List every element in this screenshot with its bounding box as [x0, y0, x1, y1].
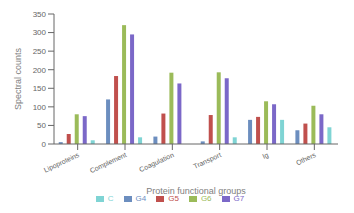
svg-text:Spectral counts: Spectral counts [13, 47, 23, 110]
svg-text:50: 50 [37, 121, 46, 130]
html-text:C: C [107, 194, 114, 203]
svg-text:Others: Others [295, 151, 317, 166]
svg-text:200: 200 [33, 66, 47, 75]
svg-text:0: 0 [42, 140, 47, 149]
html-text:G5: G5 [168, 194, 179, 203]
html-text:G4: G4 [135, 194, 147, 203]
svg-text:Ig: Ig [261, 151, 270, 161]
svg-text:Lipoproteins: Lipoproteins [43, 151, 81, 175]
html-text:G7: G7 [233, 194, 245, 203]
svg-text:Coagulation: Coagulation [138, 151, 175, 174]
svg-text:350: 350 [33, 10, 47, 19]
svg-text:250: 250 [33, 47, 47, 56]
svg-text:Complement: Complement [89, 151, 128, 175]
svg-text:Transport: Transport [192, 151, 222, 171]
svg-text:150: 150 [33, 84, 47, 93]
svg-text:Protein functional groups: Protein functional groups [146, 186, 246, 196]
svg-text:100: 100 [33, 103, 47, 112]
html-text:G6: G6 [200, 194, 212, 203]
svg-text:300: 300 [33, 28, 47, 37]
